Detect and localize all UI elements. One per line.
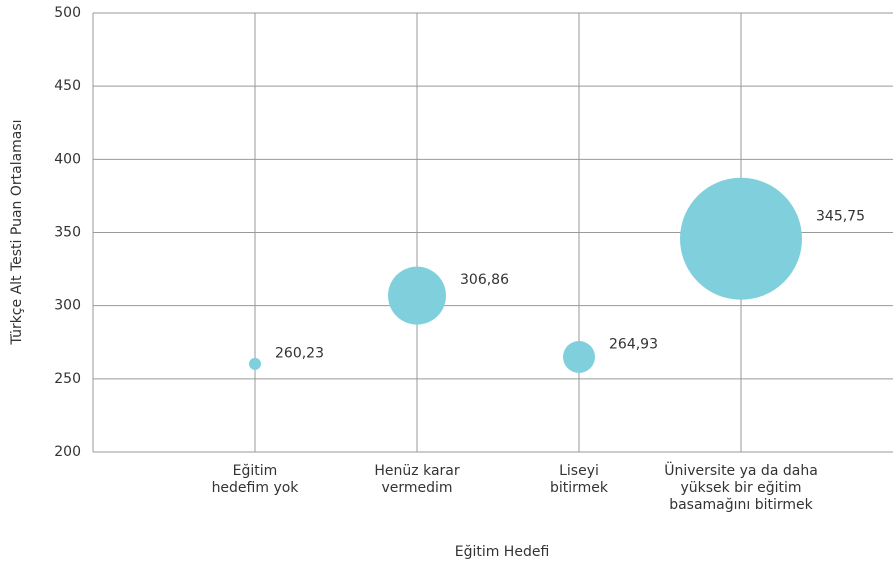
x-tick-label: Üniversite ya da daha yüksek bir eğitim … xyxy=(664,463,818,513)
x-tick-label: Liseyi bitirmek xyxy=(549,463,609,496)
y-axis-title: Türkçe Alt Testi Puan Ortalaması xyxy=(9,119,25,345)
y-tick-label: 500 xyxy=(54,5,81,21)
data-label: 345,75 xyxy=(816,208,865,224)
x-tick-label: Eğitim hedefim yok xyxy=(211,463,299,496)
bubble xyxy=(563,340,595,373)
data-label: 306,86 xyxy=(460,272,509,288)
x-axis-title: Eğitim Hedefi xyxy=(455,544,550,560)
data-label: 264,93 xyxy=(609,336,658,352)
bubble xyxy=(680,177,802,300)
y-tick-label: 300 xyxy=(54,298,81,314)
data-label: 260,23 xyxy=(275,346,324,362)
bubble xyxy=(388,266,446,325)
x-tick-label: Henüz karar vermedim xyxy=(374,463,460,496)
y-tick-label: 350 xyxy=(54,225,81,241)
y-tick-label: 200 xyxy=(54,444,81,460)
y-tick-label: 250 xyxy=(54,371,81,387)
y-tick-label: 400 xyxy=(54,151,81,167)
y-tick-label: 450 xyxy=(54,78,81,94)
bubble xyxy=(249,357,261,370)
